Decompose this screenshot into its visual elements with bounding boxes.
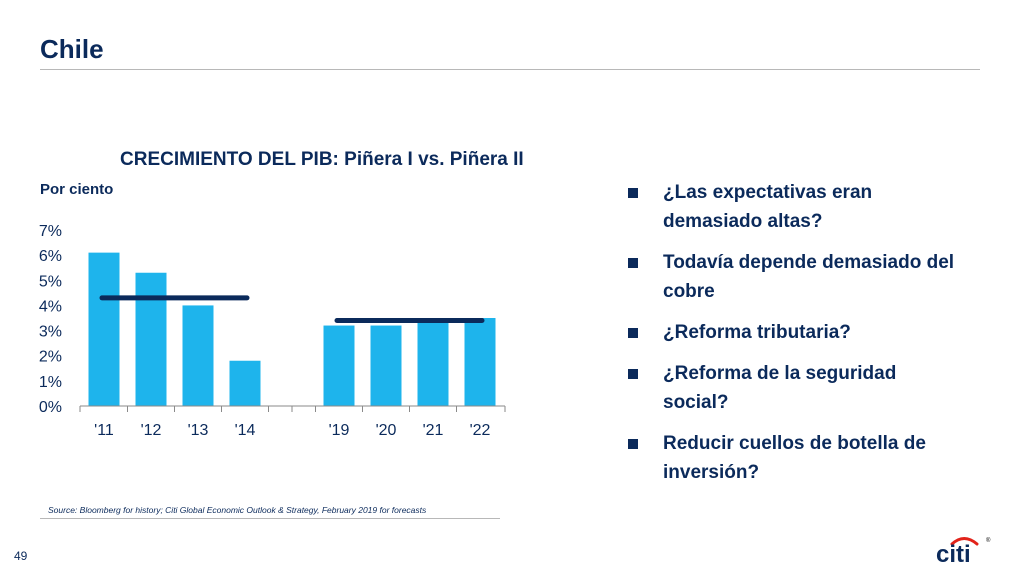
x-tick-label: '22	[470, 422, 491, 439]
bullet-square-icon	[628, 258, 638, 268]
chart-unit-label: Por ciento	[40, 181, 114, 198]
bullet-item: Todavía depende demasiado del cobre	[626, 248, 956, 306]
x-tick-label: '11	[94, 422, 114, 439]
y-tick-label: 1%	[39, 374, 62, 391]
y-tick-label: 5%	[39, 273, 62, 290]
x-tick-label: '12	[141, 422, 162, 439]
y-tick-label: 4%	[39, 298, 62, 315]
y-tick-label: 3%	[39, 324, 62, 341]
source-note: Source: Bloomberg for history; Citi Glob…	[48, 505, 427, 515]
bar	[323, 325, 355, 406]
citi-logo: citi ®	[936, 537, 991, 568]
chart-title: CRECIMIENTO DEL PIB: Piñera I vs. Piñera…	[120, 149, 524, 170]
bullet-text: Todavía depende demasiado del cobre	[663, 252, 955, 302]
source-divider	[40, 518, 500, 519]
slide-title: Chile	[40, 34, 104, 64]
bullet-text: ¿Reforma de la seguridad social?	[663, 363, 897, 413]
bullet-square-icon	[628, 328, 638, 338]
bullet-square-icon	[628, 439, 638, 449]
bullet-list: ¿Las expectativas eran demasiado altas? …	[626, 178, 956, 499]
bullet-item: ¿Reforma tributaria?	[626, 318, 956, 347]
x-tick-label: '21	[423, 422, 444, 439]
bullet-square-icon	[628, 188, 638, 198]
bar	[464, 318, 496, 406]
average-lines-group	[99, 295, 485, 324]
page-number: 49	[14, 549, 28, 563]
bullet-text: ¿Reforma tributaria?	[663, 322, 851, 343]
bar	[370, 325, 402, 406]
bar	[88, 252, 120, 406]
x-tick-label: '13	[188, 422, 209, 439]
bar	[229, 360, 261, 406]
x-tick-label: '14	[235, 422, 256, 439]
bars-group	[88, 252, 496, 406]
y-tick-label: 0%	[39, 399, 62, 416]
bullet-square-icon	[628, 369, 638, 379]
y-tick-label: 6%	[39, 248, 62, 265]
x-axis: '11 '12 '13 '14 '19 '20 '21 '22	[79, 405, 506, 439]
bar	[135, 272, 167, 406]
bar	[417, 320, 449, 406]
y-tick-label: 7%	[39, 223, 62, 240]
x-tick-label: '20	[376, 422, 397, 439]
bullet-item: Reducir cuellos de botella de inversión?	[626, 429, 956, 487]
bullet-item: ¿Reforma de la seguridad social?	[626, 359, 956, 417]
bar	[182, 305, 214, 406]
bullet-text: ¿Las expectativas eran demasiado altas?	[663, 182, 873, 232]
x-tick-label: '19	[329, 422, 350, 439]
bullet-text: Reducir cuellos de botella de inversión?	[663, 433, 926, 483]
title-divider	[40, 69, 980, 70]
svg-text:citi: citi	[936, 541, 971, 568]
svg-text:®: ®	[986, 537, 991, 544]
bullet-item: ¿Las expectativas eran demasiado altas?	[626, 178, 956, 236]
y-axis: 0% 1% 2% 3% 4% 5% 6% 7%	[39, 223, 62, 416]
y-tick-label: 2%	[39, 349, 62, 366]
bar-chart: 0% 1% 2% 3% 4% 5% 6% 7% '11 '12 '13 '14 '19 '20 '21 '2…	[39, 223, 506, 439]
